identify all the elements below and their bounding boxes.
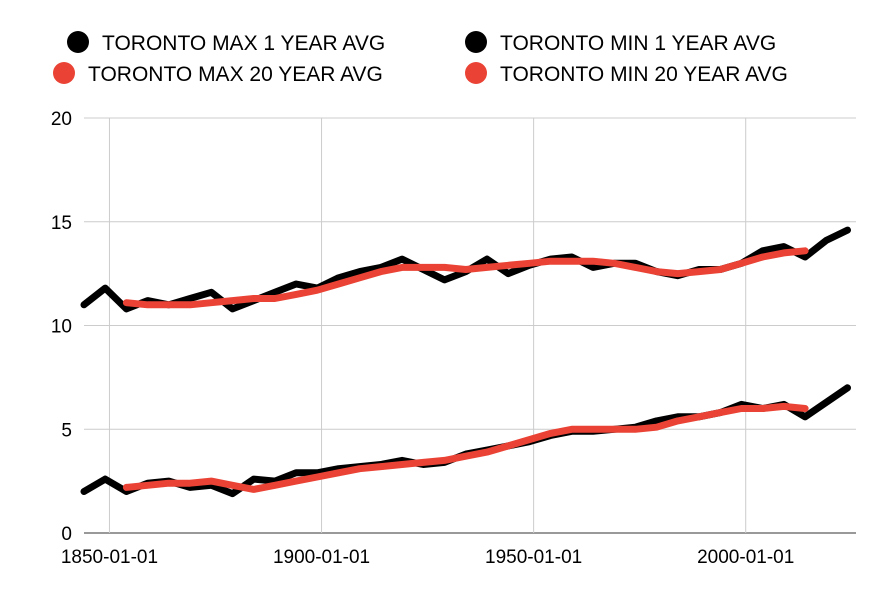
- legend-label: TORONTO MIN 1 YEAR AVG: [500, 32, 776, 55]
- chart-legend: TORONTO MAX 1 YEAR AVG TORONTO MIN 1 YEAR…: [53, 31, 788, 86]
- legend-marker: [465, 62, 487, 84]
- y-tick-label: 15: [51, 213, 72, 234]
- y-tick-label: 20: [51, 109, 72, 130]
- chart-series: [80, 226, 851, 498]
- legend-marker: [67, 31, 89, 53]
- series-line-2: [80, 384, 851, 498]
- y-tick-label: 10: [51, 317, 72, 338]
- x-tick-label: 2000-01-01: [697, 547, 794, 568]
- x-axis-ticks: 1850-01-01 1900-01-01 1950-01-01 2000-01-01: [61, 547, 794, 568]
- y-tick-label: 5: [61, 420, 72, 441]
- y-tick-label: 0: [61, 524, 72, 545]
- y-axis-ticks: 0 5 10 15 20: [51, 109, 72, 545]
- x-tick-label: 1850-01-01: [61, 547, 158, 568]
- chart-grid: [84, 117, 856, 534]
- legend-label: TORONTO MIN 20 YEAR AVG: [500, 63, 788, 86]
- legend-label: TORONTO MAX 1 YEAR AVG: [102, 32, 385, 55]
- legend-marker: [465, 31, 487, 53]
- legend-label: TORONTO MAX 20 YEAR AVG: [88, 63, 383, 86]
- legend-marker: [53, 62, 75, 84]
- series-line-4: [122, 402, 809, 493]
- x-tick-label: 1900-01-01: [273, 547, 370, 568]
- x-tick-label: 1950-01-01: [485, 547, 582, 568]
- series-line-3: [122, 247, 809, 309]
